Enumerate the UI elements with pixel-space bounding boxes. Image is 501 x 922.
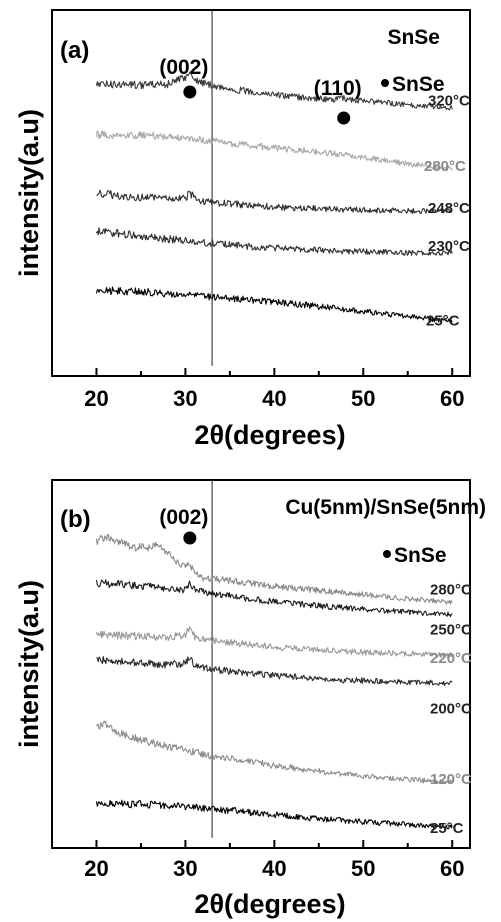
x-tick-label: 50 [351, 386, 375, 411]
panel-label-a: (a) [60, 37, 89, 64]
x-tick-label: 20 [84, 856, 108, 881]
y-axis-label-a: intensity(a.u) [14, 109, 44, 277]
temperature-label: 280°C [430, 581, 472, 598]
temperature-label: 230°C [428, 238, 470, 255]
y-axis-label-b: intensity(a.u) [14, 580, 44, 748]
peak-marker [337, 112, 350, 125]
peak-label: (110) [314, 77, 362, 100]
panel-label-b: (b) [60, 506, 91, 533]
peak-marker [183, 86, 196, 99]
sample-label-b: Cu(5nm)/SnSe(5nm) [285, 496, 486, 519]
sample-label-a: SnSe [387, 26, 440, 49]
x-tick-label: 30 [173, 386, 197, 411]
x-axis-label-a: 2θ(degrees) [194, 420, 345, 450]
x-tick-label: 30 [173, 856, 197, 881]
temperature-label: 320°C [428, 93, 470, 110]
x-tick-label: 60 [440, 386, 464, 411]
temperature-label: 220°C [430, 650, 472, 667]
x-tick-label: 50 [351, 856, 375, 881]
x-tick-label: 60 [440, 856, 464, 881]
temperature-label: 248°C [428, 200, 470, 217]
x-tick-label: 40 [262, 386, 286, 411]
peak-marker [183, 532, 196, 545]
x-tick-label: 40 [262, 856, 286, 881]
temperature-label: 25°C [430, 820, 464, 837]
temperature-label: 200°C [430, 700, 472, 717]
temperature-label: 250°C [430, 621, 472, 638]
legend-label-b: SnSe [394, 544, 447, 567]
peak-label: (002) [159, 506, 208, 529]
temperature-label: 280°C [424, 158, 466, 175]
peak-label: (002) [159, 56, 208, 79]
legend-marker-b [383, 550, 391, 558]
temperature-label: 25°C [426, 313, 460, 330]
x-tick-label: 20 [84, 386, 108, 411]
legend-marker-a [381, 79, 389, 87]
temperature-label: 120°C [430, 771, 472, 788]
x-axis-label-b: 2θ(degrees) [194, 889, 345, 919]
